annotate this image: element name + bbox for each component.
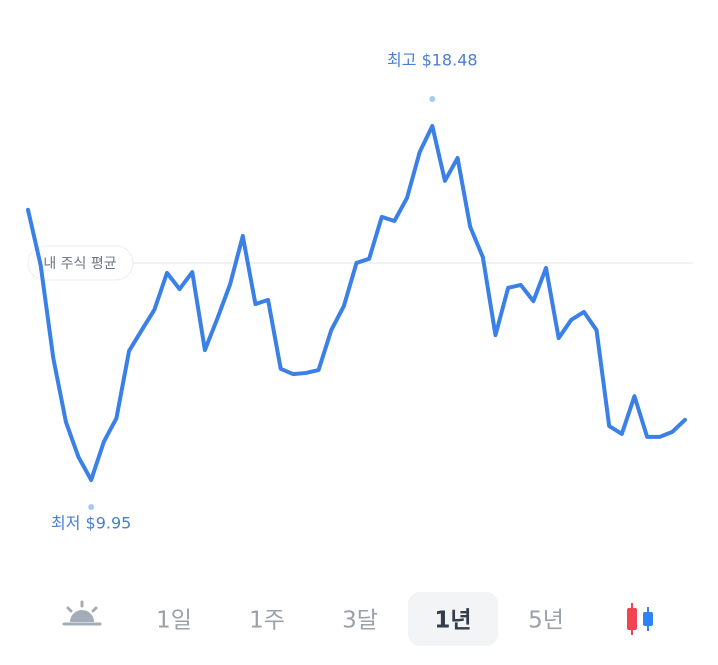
annotation-dot [88,504,95,510]
tab-selected-bg [408,592,498,646]
ray [66,606,73,613]
annotation-label: 최저 $9.95 [51,514,131,533]
tab[interactable]: 1주 [249,608,285,634]
ray [91,606,98,613]
tab[interactable]: 1년 [434,608,471,634]
candle-icon[interactable] [627,603,653,635]
candle [627,608,637,630]
annotation-label: 최고 $18.48 [387,51,478,70]
tab[interactable]: 1일 [156,608,192,634]
candle [643,612,653,626]
average-pill [27,245,134,281]
annotation-dot [429,96,436,102]
price-line [26,124,687,482]
tab[interactable]: 3달 [342,608,378,634]
tab[interactable]: 5년 [528,608,564,634]
average-label: 내 주식 평균 [43,256,116,272]
sun [70,610,94,622]
sun-icon[interactable] [62,600,102,626]
